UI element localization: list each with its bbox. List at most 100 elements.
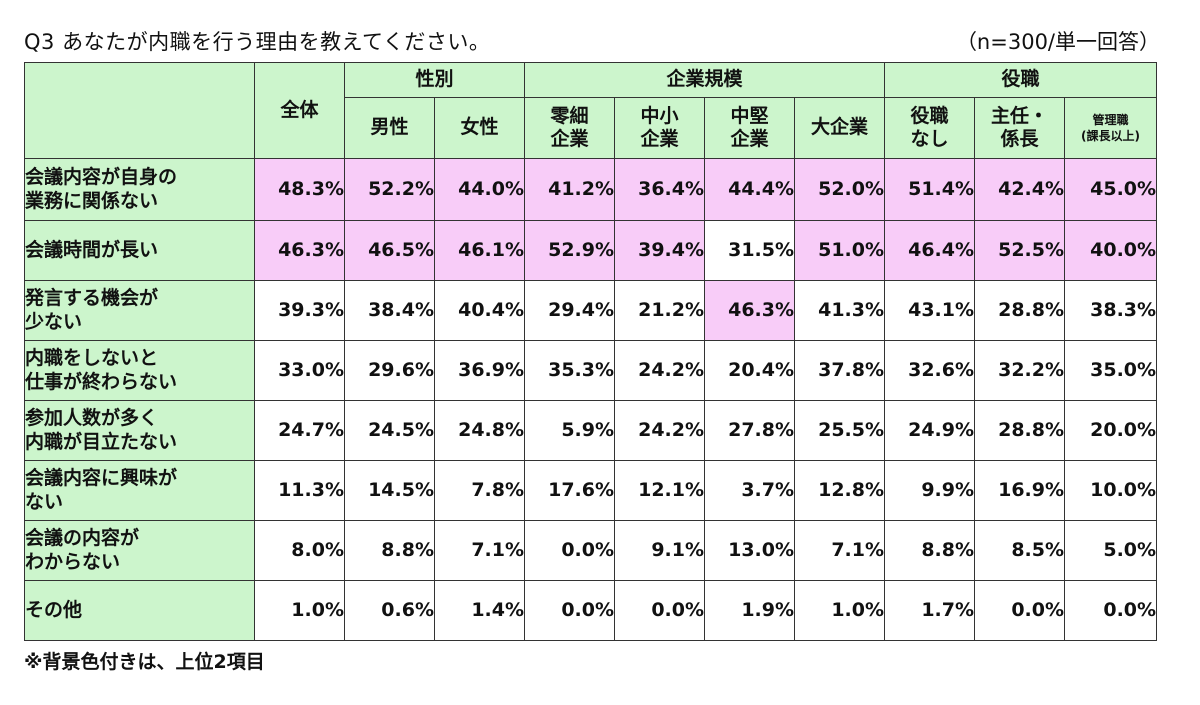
value-cell: 51.4%: [884, 158, 976, 221]
group-header-row: 全体 性別 企業規模 役職: [24, 62, 1158, 159]
value-cell: 20.4%: [704, 340, 796, 401]
table-row: 会議の内容が わからない 8.0% 8.8% 7.1% 0.0% 9.1% 13.0% 7.1%…: [24, 520, 1158, 581]
value-cell: 8.0%: [254, 520, 345, 581]
value-cell: 3.7%: [704, 460, 796, 521]
value-cell: 10.0%: [1064, 460, 1158, 521]
value-cell: 46.3%: [254, 220, 345, 281]
value-cell: 35.3%: [524, 340, 616, 401]
sample-size-note: （n=300/単一回答）: [955, 30, 1160, 54]
value-cell: 12.8%: [794, 460, 886, 521]
column-header-large-company: 大企業: [794, 97, 886, 159]
value-cell: 52.9%: [524, 220, 616, 281]
value-cell: 36.4%: [614, 158, 706, 221]
value-cell: 12.1%: [614, 460, 706, 521]
row-label: 発言する機会が 少ない: [24, 280, 255, 341]
value-cell: 33.0%: [254, 340, 345, 401]
value-cell: 36.9%: [433, 340, 526, 401]
value-cell: 41.3%: [794, 280, 886, 341]
value-cell: 11.3%: [254, 460, 345, 521]
column-header-midsize-company: 中堅 企業: [704, 97, 796, 159]
value-cell: 46.4%: [884, 220, 976, 281]
table-row: 会議内容が自身の 業務に関係ない 48.3% 52.2% 44.0% 41.2% 36.4%…: [24, 158, 1158, 221]
value-cell: 24.2%: [614, 400, 706, 461]
value-cell: 0.0%: [614, 580, 706, 641]
value-cell: 29.4%: [524, 280, 616, 341]
value-cell: 39.4%: [614, 220, 706, 281]
column-header-no-title: 役職 なし: [884, 97, 976, 159]
value-cell: 51.0%: [794, 220, 886, 281]
group-header-position: 役職: [884, 62, 1158, 98]
value-cell: 24.8%: [433, 400, 526, 461]
table-row: 会議内容に興味が ない 11.3% 14.5% 7.8% 17.6% 12.1% 3.7% 12…: [24, 460, 1158, 521]
value-cell: 8.5%: [974, 520, 1066, 581]
column-header-female: 女性: [433, 97, 526, 159]
table-row: 会議時間が長い 46.3% 46.5% 46.1% 52.9% 39.4% 31.5% 51.…: [24, 220, 1158, 281]
value-cell: 7.1%: [433, 520, 526, 581]
value-cell: 42.4%: [974, 158, 1066, 221]
row-label: 会議内容が自身の 業務に関係ない: [24, 158, 255, 221]
column-header-male: 男性: [344, 97, 435, 159]
value-cell: 41.2%: [524, 158, 616, 221]
value-cell: 7.1%: [794, 520, 886, 581]
value-cell: 46.1%: [433, 220, 526, 281]
value-cell: 24.9%: [884, 400, 976, 461]
value-cell: 38.3%: [1064, 280, 1158, 341]
column-header-small-company: 中小 企業: [614, 97, 706, 159]
row-label: その他: [24, 580, 255, 641]
value-cell: 46.3%: [704, 280, 796, 341]
value-cell: 8.8%: [344, 520, 435, 581]
value-cell: 52.5%: [974, 220, 1066, 281]
value-cell: 1.9%: [704, 580, 796, 641]
column-header-chief: 主任・ 係長: [974, 97, 1066, 159]
column-header-row: 男性 女性 零細 企業 中小 企業 中堅 企業 大企業 役職 なし 主任・ 係長 管理職(…: [25, 97, 1158, 159]
value-cell: 29.6%: [344, 340, 435, 401]
column-header-total: 全体: [254, 62, 345, 159]
value-cell: 0.0%: [1064, 580, 1158, 641]
value-cell: 24.7%: [254, 400, 345, 461]
value-cell: 14.5%: [344, 460, 435, 521]
value-cell: 24.2%: [614, 340, 706, 401]
value-cell: 37.8%: [794, 340, 886, 401]
value-cell: 28.8%: [974, 280, 1066, 341]
value-cell: 1.0%: [794, 580, 886, 641]
value-cell: 16.9%: [974, 460, 1066, 521]
value-cell: 5.9%: [524, 400, 616, 461]
chart-title: Q3 あなたが内職を行う理由を教えてください。: [24, 30, 491, 54]
table-row: その他 1.0% 0.6% 1.4% 0.0% 0.0% 1.9% 1.0% 1.7% 0.0% 0…: [24, 580, 1158, 641]
corner-cell: [24, 62, 255, 159]
value-cell: 17.6%: [524, 460, 616, 521]
column-header-manager: 管理職 (課長以上): [1064, 97, 1158, 159]
group-header-gender: 性別: [343, 62, 526, 98]
row-label: 会議の内容が わからない: [24, 520, 255, 581]
value-cell: 0.0%: [974, 580, 1066, 641]
row-label: 内職をしないと 仕事が終わらない: [24, 340, 255, 401]
table-row: 参加人数が多く 内職が目立たない 24.7% 24.5% 24.8% 5.9% 24.2% 2…: [24, 400, 1158, 461]
group-header-company-size: 企業規模: [524, 62, 886, 98]
value-cell: 32.2%: [974, 340, 1066, 401]
value-cell: 20.0%: [1064, 400, 1158, 461]
value-cell: 44.4%: [704, 158, 796, 221]
survey-results-table: 全体 性別 企業規模 役職 男性 女性 零細 企業 中小 企業 中堅 企業 大企業 役…: [24, 62, 1158, 641]
row-label: 参加人数が多く 内職が目立たない: [24, 400, 255, 461]
value-cell: 9.9%: [884, 460, 976, 521]
value-cell: 0.0%: [524, 520, 616, 581]
value-cell: 25.5%: [794, 400, 886, 461]
value-cell: 44.0%: [433, 158, 526, 221]
footnote: ※背景色付きは、上位2項目: [24, 651, 265, 673]
row-label: 会議時間が長い: [24, 220, 255, 281]
row-label: 会議内容に興味が ない: [24, 460, 255, 521]
value-cell: 45.0%: [1064, 158, 1158, 221]
table-row: 内職をしないと 仕事が終わらない 33.0% 29.6% 36.9% 35.3% 24.2%…: [24, 340, 1158, 401]
value-cell: 32.6%: [884, 340, 976, 401]
column-header-micro-company: 零細 企業: [524, 97, 616, 159]
value-cell: 31.5%: [704, 220, 796, 281]
value-cell: 1.4%: [433, 580, 526, 641]
value-cell: 13.0%: [704, 520, 796, 581]
value-cell: 35.0%: [1064, 340, 1158, 401]
value-cell: 5.0%: [1064, 520, 1158, 581]
value-cell: 48.3%: [254, 158, 345, 221]
value-cell: 52.2%: [344, 158, 435, 221]
value-cell: 52.0%: [794, 158, 886, 221]
value-cell: 0.6%: [344, 580, 435, 641]
value-cell: 9.1%: [614, 520, 706, 581]
